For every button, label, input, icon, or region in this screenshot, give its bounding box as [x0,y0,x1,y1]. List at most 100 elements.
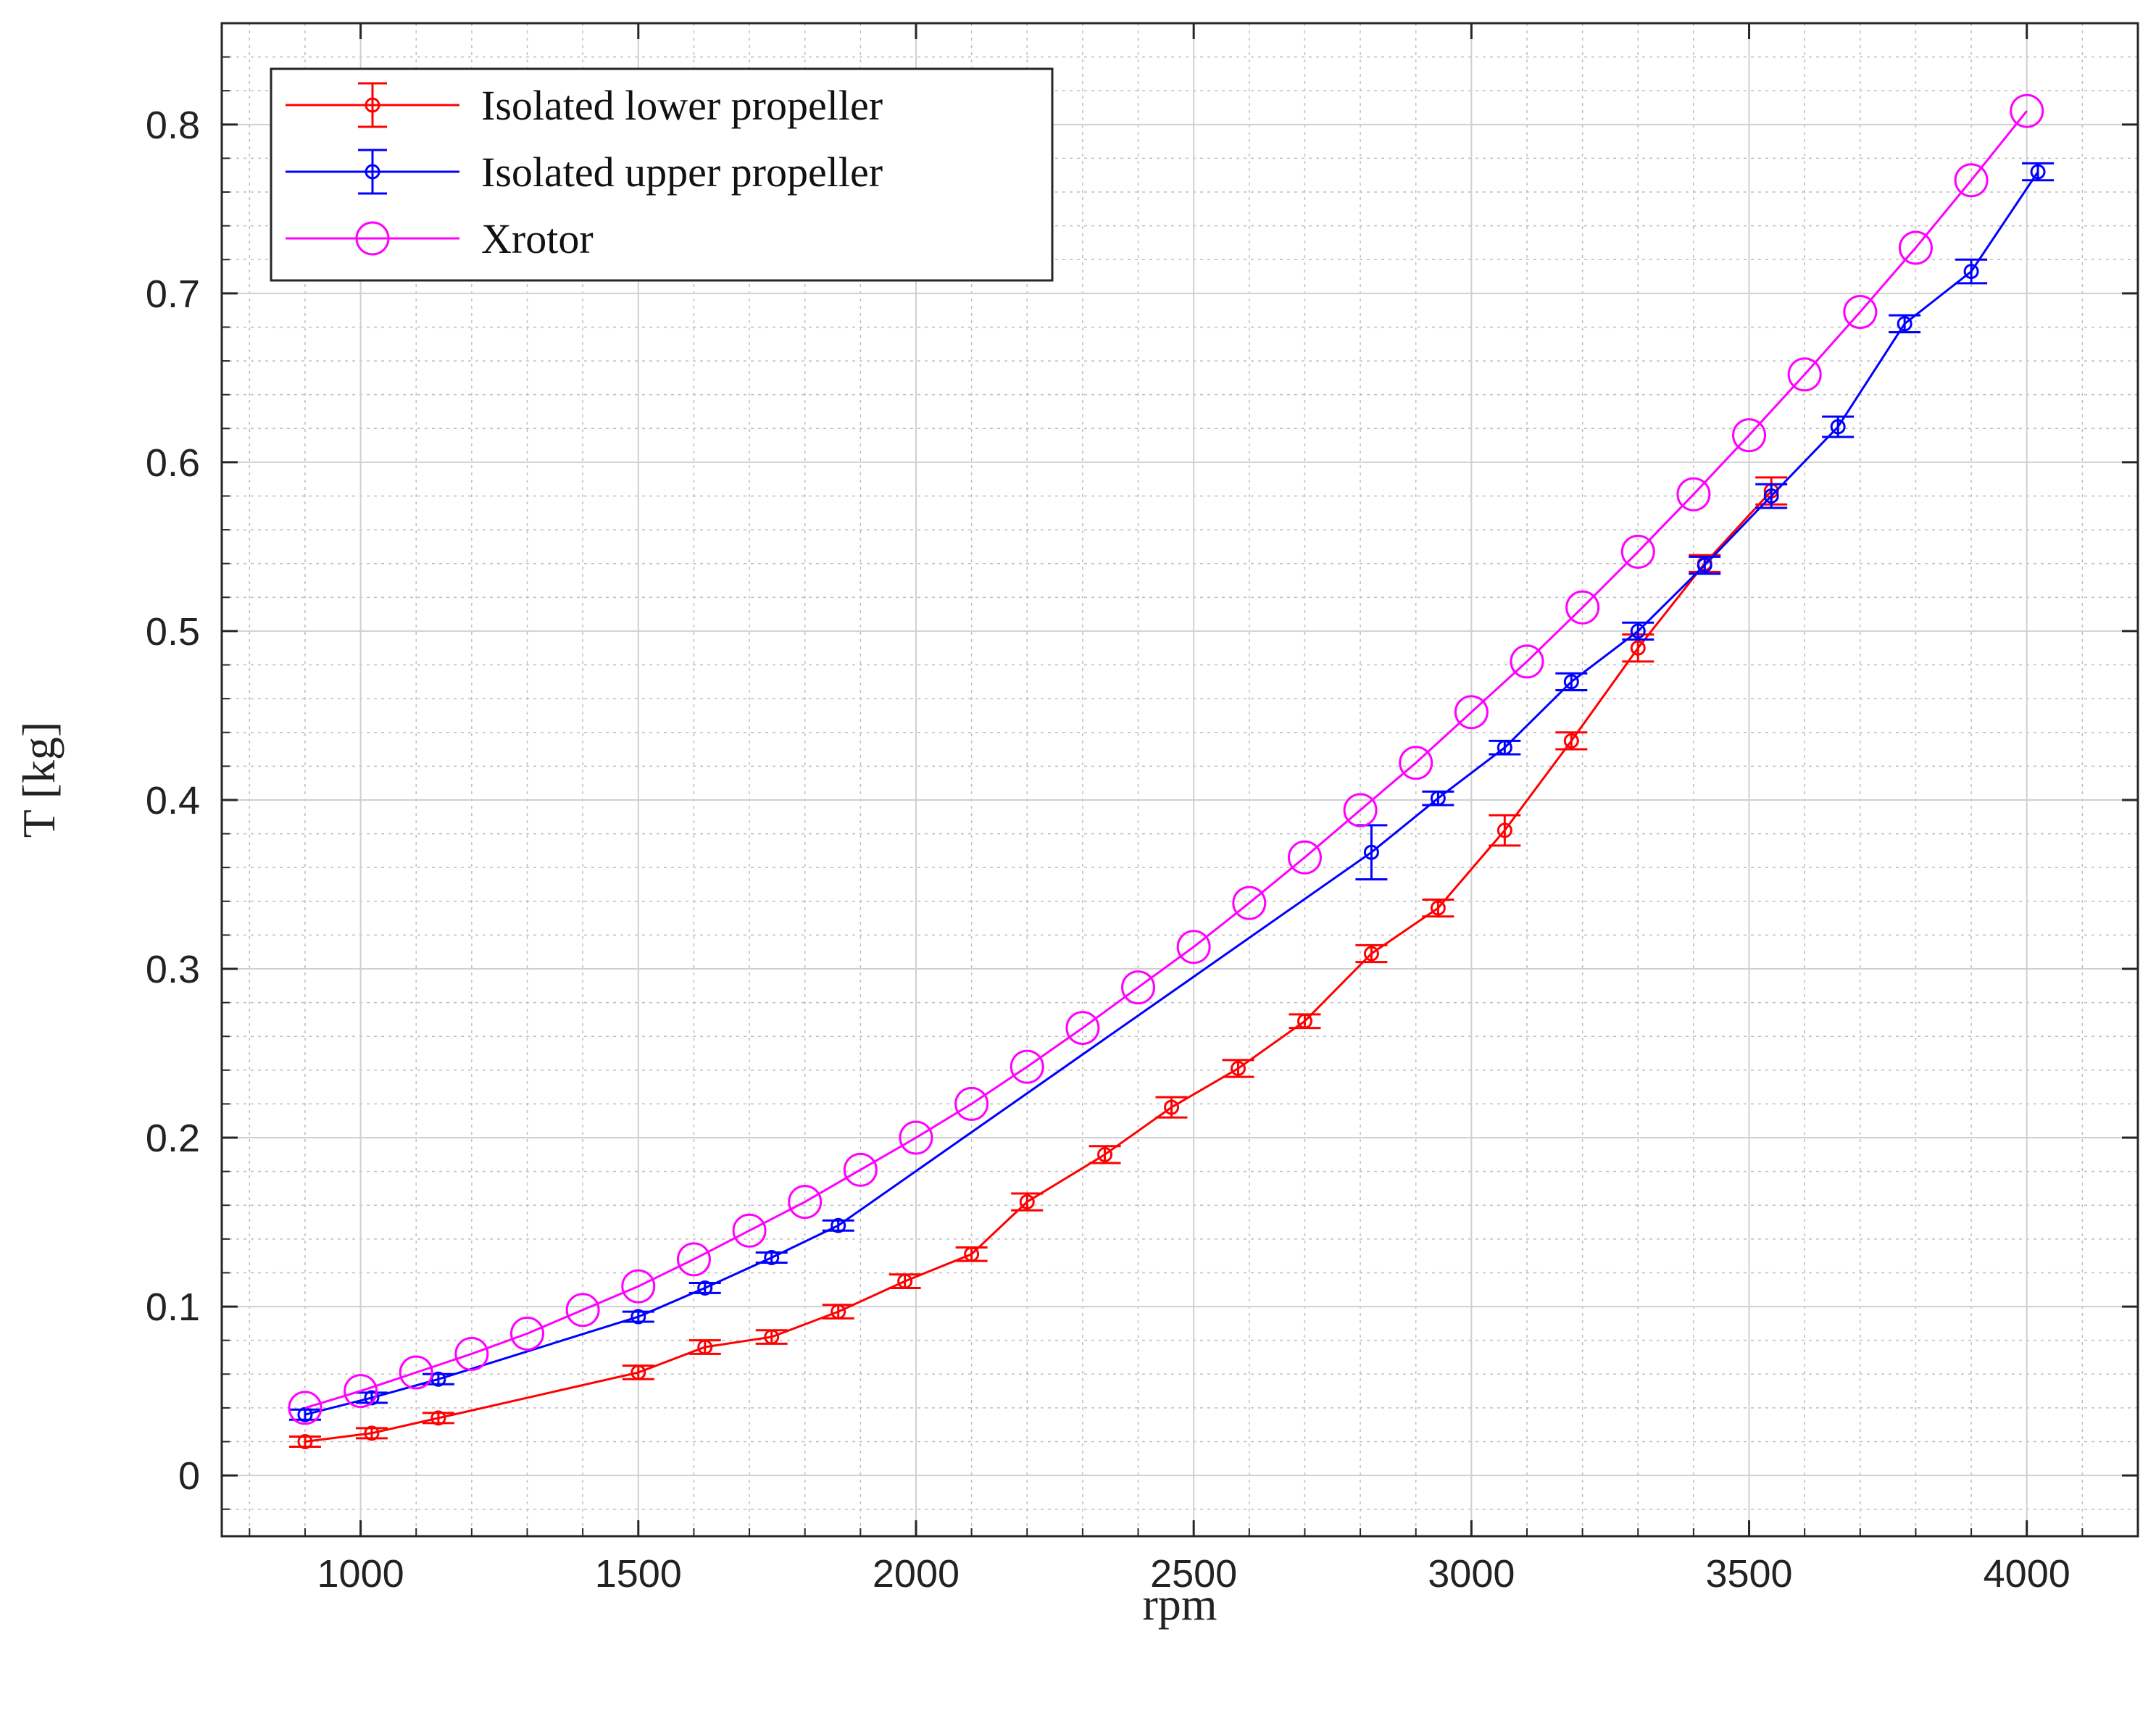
legend-items: Isolated lower propeller Isolated upper p… [286,82,883,262]
data-point [1954,163,1989,198]
data-point [788,1185,823,1220]
data-point [1497,822,1512,838]
data-point [1897,316,1912,332]
y-axis-title: T [kg] [13,722,64,838]
data-point [364,1390,380,1406]
data-point [897,1273,913,1289]
data-point [1296,1013,1312,1029]
y-tick-label: 0.1 [146,1285,200,1329]
data-point [565,1293,600,1328]
data-point [621,1269,656,1304]
y-tick-label: 0.4 [146,779,200,822]
data-point [1843,294,1878,329]
series-line [304,110,2028,1409]
data-point [1430,791,1446,807]
data-point [1563,733,1579,749]
data-point [1363,946,1379,962]
data-point [1565,590,1600,625]
data-point [1430,900,1446,916]
y-tick-label: 0.8 [146,104,200,147]
series-1 [288,476,1788,1449]
data-point [2030,164,2046,180]
data-point [1732,418,1767,453]
x-tick-label: 2500 [1150,1552,1237,1596]
y-tick-label: 0.2 [146,1117,200,1160]
data-point [1697,557,1712,573]
data-point [1121,970,1156,1005]
x-axis-title: rpm [1142,1578,1217,1630]
data-point [297,1434,313,1449]
y-tick-label: 0 [178,1454,200,1498]
data-point [454,1336,489,1371]
y-tick-label: 0.6 [146,441,200,485]
data-point [399,1355,433,1390]
series-line [304,171,2039,1416]
data-point [1830,419,1846,435]
data-point [964,1246,980,1262]
data-point [676,1242,711,1277]
minor-grid [222,22,2139,1536]
data-point [899,1120,933,1155]
data-point [1630,640,1646,656]
data-point [1787,357,1822,392]
data-point [1563,674,1579,690]
data-point [1763,488,1779,504]
data-point [288,1391,322,1425]
series-layer [288,93,2055,1449]
data-point [430,1371,446,1387]
legend-item-1: Isolated lower propeller [286,82,883,129]
data-point [1963,264,1979,280]
data-point [364,1425,380,1441]
data-point [831,1217,846,1233]
legend-item-2: Isolated upper propeller [286,149,883,196]
y-tick-labels: 0 0.1 0.2 0.3 0.4 0.5 0.6 0.7 0.8 [146,104,200,1498]
data-point [1510,644,1544,679]
data-point [1363,844,1379,860]
data-point [1676,477,1711,512]
legend-label: Isolated upper propeller [481,149,883,196]
data-point [1065,1011,1100,1046]
data-point [1230,1060,1246,1076]
y-tick-label: 0.3 [146,948,200,991]
x-tick-label: 1000 [317,1552,404,1596]
data-point [1343,793,1378,828]
data-point [764,1329,780,1345]
data-point [510,1316,545,1351]
data-point [1620,534,1655,569]
axis-ticks [222,22,2139,1536]
data-point [831,1304,846,1320]
x-tick-label: 2000 [873,1552,960,1596]
legend: Isolated lower propeller Isolated upper p… [270,67,1054,282]
data-point [1176,930,1211,964]
data-point [1454,695,1489,730]
data-point [764,1249,780,1265]
y-tick-label: 0.7 [146,272,200,316]
x-tick-label: 1500 [595,1552,682,1596]
data-point [1497,740,1512,756]
legend-label: Isolated lower propeller [481,82,883,129]
plot-frame [220,22,2139,1538]
legend-marker [365,97,380,113]
data-point [1399,746,1433,780]
data-point [954,1086,989,1121]
x-tick-labels: 1000 1500 2000 2500 3000 3500 4000 [317,1552,2070,1596]
data-point [630,1309,646,1325]
data-point [697,1339,713,1355]
data-point [1019,1194,1035,1210]
x-tick-label: 3000 [1428,1552,1515,1596]
legend-marker [355,221,390,256]
data-point [1898,230,1933,265]
data-point [344,1374,378,1409]
data-point [843,1152,878,1187]
data-point [630,1364,646,1380]
data-point [1232,885,1267,920]
data-point [732,1213,767,1248]
legend-item-3: Xrotor [286,215,594,262]
data-point [1097,1146,1113,1162]
y-tick-label: 0.5 [146,610,200,654]
series-3 [288,93,2044,1425]
legend-label: Xrotor [481,215,594,262]
data-point [430,1410,446,1426]
data-point [697,1280,713,1296]
